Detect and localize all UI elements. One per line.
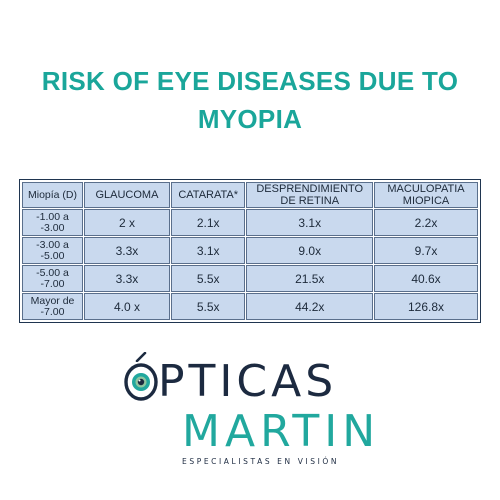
cell-retinal-detachment: 44.2x bbox=[246, 293, 374, 320]
row-range: -1.00 a -3.00 bbox=[22, 209, 84, 236]
cell-glaucoma: 3.3x bbox=[84, 237, 170, 264]
cell-glaucoma: 4.0 x bbox=[84, 293, 170, 320]
cell-glaucoma: 3.3x bbox=[84, 265, 170, 292]
header-glaucoma: GLAUCOMA bbox=[84, 182, 170, 208]
cell-myopic-maculopathy: 40.6x bbox=[374, 265, 478, 292]
logo-wordmark-line1: PTICAS bbox=[158, 356, 338, 407]
row-range: Mayor de -7.00 bbox=[22, 293, 84, 320]
logo-tagline: ESPECIALISTAS EN VISIÓN bbox=[182, 457, 340, 466]
cell-cataract: 5.5x bbox=[170, 265, 246, 292]
table-header-row: Miopía (D) GLAUCOMA CATARATA* DESPRENDIM… bbox=[22, 182, 478, 208]
header-myopia: Miopía (D) bbox=[22, 182, 84, 208]
cell-cataract: 2.1x bbox=[170, 209, 246, 236]
cell-glaucoma: 2 x bbox=[84, 209, 170, 236]
table-row: -1.00 a -3.00 2 x 2.1x 3.1x 2.2x bbox=[22, 209, 478, 236]
cell-myopic-maculopathy: 126.8x bbox=[374, 293, 478, 320]
logo-wordmark-line2: MARTIN bbox=[182, 406, 381, 457]
page-title: RISK OF EYE DISEASES DUE TO MYOPIA bbox=[41, 66, 459, 134]
accent-mark-icon bbox=[135, 352, 147, 362]
risk-table: Miopía (D) GLAUCOMA CATARATA* DESPRENDIM… bbox=[21, 181, 479, 321]
header-cataract: CATARATA* bbox=[170, 182, 246, 208]
eye-iris-icon bbox=[124, 363, 158, 401]
cell-cataract: 5.5x bbox=[170, 293, 246, 320]
cell-myopic-maculopathy: 2.2x bbox=[374, 209, 478, 236]
header-retinal-detachment: DESPRENDIMIENTO DE RETINA bbox=[246, 182, 374, 208]
cell-retinal-detachment: 21.5x bbox=[246, 265, 374, 292]
cell-retinal-detachment: 9.0x bbox=[246, 237, 374, 264]
cell-cataract: 3.1x bbox=[170, 237, 246, 264]
row-range: -5.00 a -7.00 bbox=[22, 265, 84, 292]
table-row: -5.00 a -7.00 3.3x 5.5x 21.5x 40.6x bbox=[22, 265, 478, 292]
table-row: -3.00 a -5.00 3.3x 3.1x 9.0x 9.7x bbox=[22, 237, 478, 264]
risk-table-container: Miopía (D) GLAUCOMA CATARATA* DESPRENDIM… bbox=[19, 179, 481, 323]
row-range: -3.00 a -5.00 bbox=[22, 237, 84, 264]
cell-retinal-detachment: 3.1x bbox=[246, 209, 374, 236]
cell-myopic-maculopathy: 9.7x bbox=[374, 237, 478, 264]
table-row: Mayor de -7.00 4.0 x 5.5x 44.2x 126.8x bbox=[22, 293, 478, 320]
header-myopic-maculopathy: MACULOPATIA MIOPICA bbox=[374, 182, 478, 208]
